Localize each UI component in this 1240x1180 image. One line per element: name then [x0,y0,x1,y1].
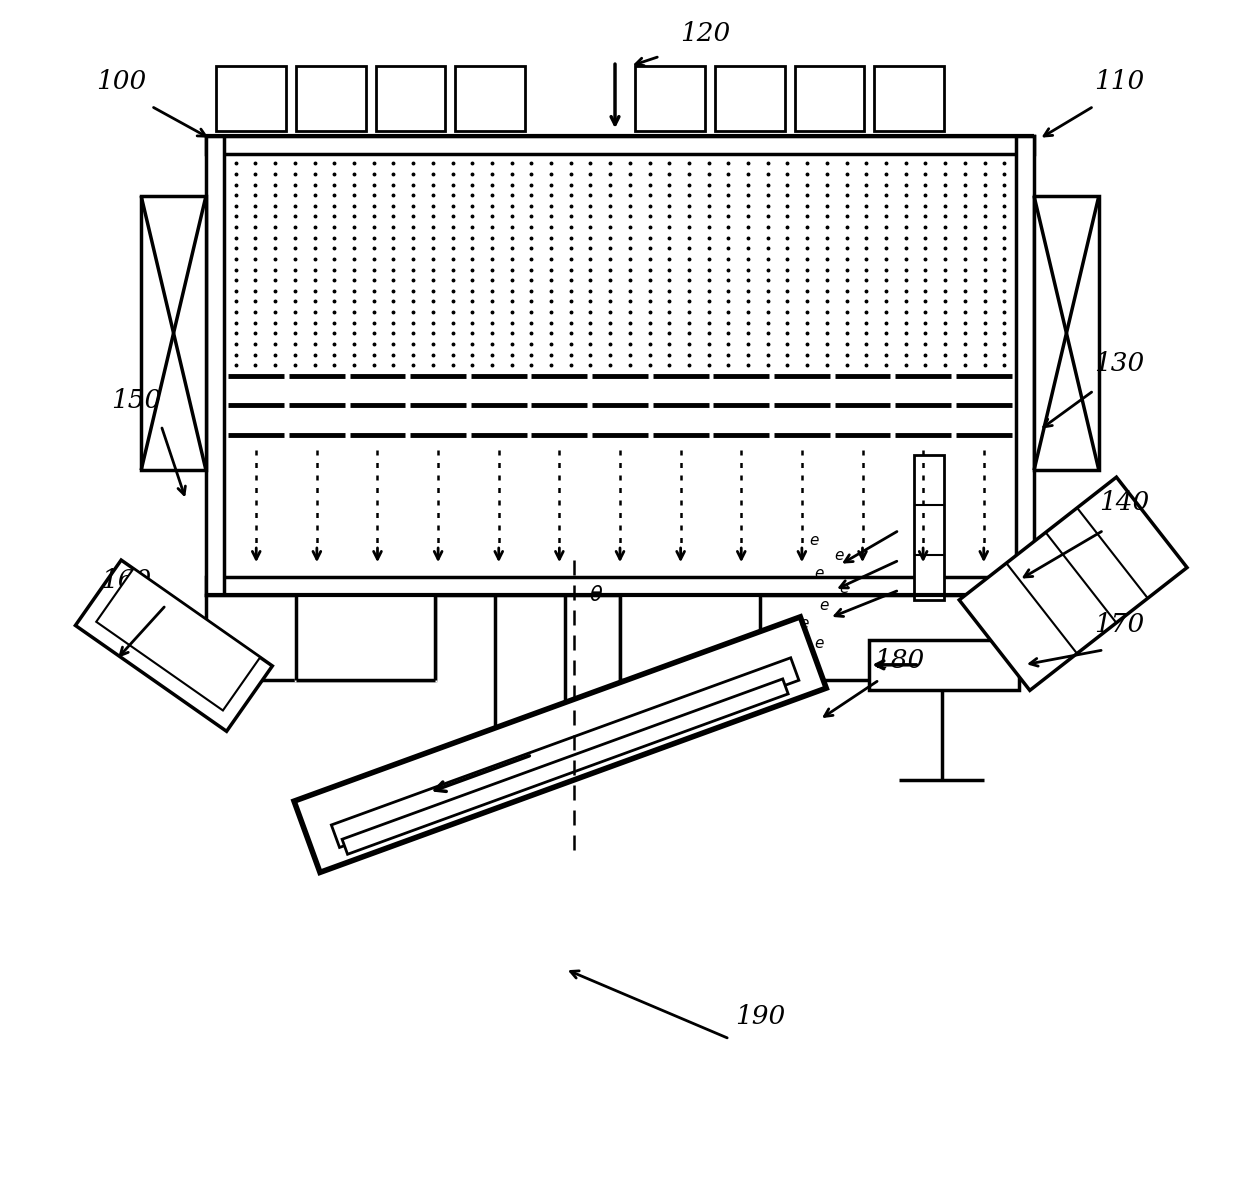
Text: 160: 160 [102,568,151,594]
Bar [206,577,1034,595]
Text: 100: 100 [97,70,146,94]
Bar [495,595,565,740]
Bar [206,136,224,595]
Text: $\theta$: $\theta$ [589,585,604,605]
Bar [216,66,285,131]
Polygon shape [97,569,260,710]
Text: e: e [800,616,808,631]
Bar [620,595,1034,680]
Polygon shape [960,477,1187,690]
Bar [874,66,944,131]
Text: 140: 140 [1099,490,1149,516]
Text: 180: 180 [874,648,925,673]
Polygon shape [294,617,826,872]
Bar [296,66,366,131]
Text: e: e [835,548,844,563]
Bar [635,66,704,131]
Bar [141,196,206,471]
Text: e: e [839,581,849,596]
Text: 120: 120 [680,21,730,46]
Bar [1034,196,1099,471]
Bar [206,136,1034,155]
Text: 170: 170 [1094,612,1145,637]
Text: e: e [815,636,823,651]
Text: 150: 150 [112,388,161,413]
Bar [296,594,435,680]
Polygon shape [342,678,789,854]
Text: e: e [820,598,828,612]
Bar [795,66,864,131]
Text: e: e [810,533,818,548]
Text: e: e [815,566,823,581]
Bar [206,595,435,680]
Text: 190: 190 [735,1004,785,1029]
Text: 130: 130 [1094,350,1145,375]
Bar [455,66,526,131]
Bar [620,594,760,680]
Bar [1016,136,1034,595]
Polygon shape [76,560,273,732]
Polygon shape [331,657,799,847]
Bar [914,455,944,599]
Bar [714,66,785,131]
Bar [376,66,445,131]
Bar [869,640,1019,690]
Text: 110: 110 [1094,70,1145,94]
